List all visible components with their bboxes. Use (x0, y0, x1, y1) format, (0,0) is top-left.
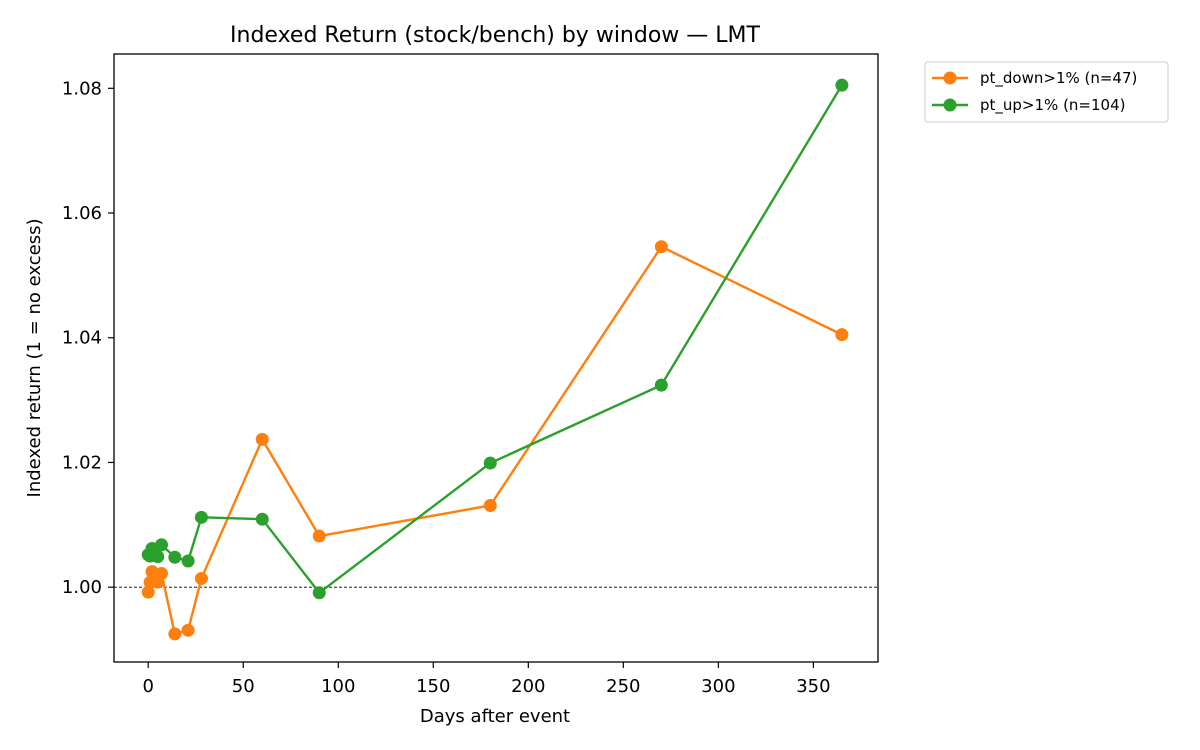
x-axis: 0 50 100 150 200 250 300 350 (142, 662, 831, 697)
data-point (141, 585, 155, 599)
legend-frame (924, 61, 1169, 123)
y-tick-label: 1.04 (62, 328, 102, 349)
data-point (835, 328, 849, 342)
data-point (194, 571, 208, 585)
y-tick-label: 1.00 (62, 577, 102, 598)
data-point (168, 627, 182, 641)
data-point (151, 550, 165, 564)
y-tick-label: 1.08 (62, 78, 102, 99)
data-point (181, 554, 195, 568)
plot-frame (113, 53, 879, 663)
x-tick-label: 200 (511, 676, 545, 697)
y-tick-label: 1.06 (62, 203, 102, 224)
y-axis-label: Indexed return (1 = no excess) (24, 219, 45, 498)
x-tick-label: 350 (796, 676, 830, 697)
y-axis: 1.00 1.02 1.04 1.06 1.08 (62, 78, 114, 598)
x-axis-label: Days after event (420, 706, 570, 727)
legend-marker-pt-down (943, 71, 957, 85)
data-point (155, 538, 169, 552)
data-point (483, 498, 497, 512)
plot-area (114, 78, 878, 641)
data-point (312, 529, 326, 543)
data-point (654, 378, 668, 392)
data-point (835, 78, 849, 92)
x-tick-label: 300 (701, 676, 735, 697)
x-tick-label: 150 (416, 676, 450, 697)
data-point (168, 550, 182, 564)
x-tick-label: 50 (232, 676, 255, 697)
legend-label-pt-down: pt_down>1% (n=47) (980, 69, 1137, 88)
data-point (181, 623, 195, 637)
y-tick-label: 1.02 (62, 452, 102, 473)
data-point (654, 240, 668, 254)
legend: pt_down>1% (n=47) pt_up>1% (n=104) (924, 61, 1169, 123)
data-point (255, 512, 269, 526)
x-tick-label: 0 (142, 676, 153, 697)
data-point (483, 456, 497, 470)
data-point (194, 510, 208, 524)
data-point (312, 586, 326, 600)
data-point (155, 566, 169, 580)
x-tick-label: 250 (606, 676, 640, 697)
chart-title: Indexed Return (stock/bench) by window —… (230, 23, 760, 48)
legend-marker-pt-up (943, 98, 957, 112)
data-point (255, 432, 269, 446)
x-tick-label: 100 (321, 676, 355, 697)
legend-label-pt-up: pt_up>1% (n=104) (980, 96, 1125, 115)
